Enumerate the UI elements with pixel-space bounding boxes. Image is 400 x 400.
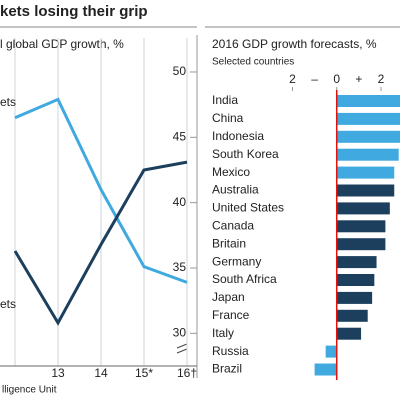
source: lligence Unit bbox=[2, 385, 57, 396]
bar bbox=[336, 291, 373, 304]
bar bbox=[336, 256, 377, 269]
category-label: South Korea bbox=[212, 147, 279, 161]
bar bbox=[336, 309, 368, 322]
category-label: Indonesia bbox=[212, 129, 264, 143]
category-label: Brazil bbox=[212, 362, 242, 376]
category-label: South Africa bbox=[212, 272, 277, 286]
category-label: France bbox=[212, 308, 250, 322]
subtitle: 2016 GDP growth forecasts, % bbox=[212, 37, 377, 51]
bar bbox=[336, 112, 400, 125]
category-label: Russia bbox=[212, 344, 249, 358]
x-tick-label: 0 bbox=[333, 72, 340, 86]
bar bbox=[336, 220, 386, 233]
sign-label: – bbox=[311, 72, 318, 86]
x-tick-label: 13 bbox=[51, 366, 65, 380]
category-label: Australia bbox=[212, 183, 259, 197]
series-label: ets bbox=[0, 297, 16, 311]
category-label: India bbox=[212, 93, 238, 107]
bar bbox=[336, 148, 399, 161]
bar bbox=[336, 274, 375, 286]
bar bbox=[336, 95, 400, 107]
subtitle: l global GDP growth, % bbox=[0, 37, 124, 51]
line bbox=[14, 97, 188, 284]
x-tick-label: 16† bbox=[177, 366, 197, 380]
subtitle: Selected countries bbox=[212, 57, 294, 68]
category-label: Canada bbox=[212, 218, 254, 232]
bar bbox=[336, 166, 395, 179]
category-label: Mexico bbox=[212, 165, 250, 179]
line bbox=[13, 160, 188, 326]
y-tick-label: 35 bbox=[173, 260, 187, 274]
x-tick-label: 2 bbox=[289, 72, 296, 86]
category-label: Italy bbox=[212, 326, 234, 340]
category-label: China bbox=[212, 111, 244, 125]
y-tick-label: 30 bbox=[173, 326, 187, 340]
sign-label: + bbox=[355, 72, 362, 86]
y-tick-label: 40 bbox=[173, 195, 187, 209]
bar bbox=[336, 327, 362, 340]
category-label: Japan bbox=[212, 290, 245, 304]
chart-title: kets losing their grip bbox=[0, 3, 148, 20]
y-tick-label: 45 bbox=[173, 129, 187, 143]
x-tick-label: 2 bbox=[378, 72, 385, 86]
axis-break bbox=[176, 343, 188, 354]
series-label: ets bbox=[0, 95, 16, 109]
category-label: Germany bbox=[212, 254, 261, 268]
category-label: Britain bbox=[212, 236, 246, 250]
bar bbox=[336, 184, 395, 197]
bar bbox=[325, 345, 337, 358]
x-tick-label: 14 bbox=[94, 366, 108, 380]
category-label: United States bbox=[212, 201, 284, 215]
bar bbox=[336, 130, 400, 143]
x-tick-label: 15* bbox=[135, 366, 153, 380]
bar bbox=[336, 238, 386, 251]
y-tick-label: 50 bbox=[173, 64, 187, 78]
bar bbox=[314, 363, 337, 376]
bar bbox=[336, 202, 390, 215]
